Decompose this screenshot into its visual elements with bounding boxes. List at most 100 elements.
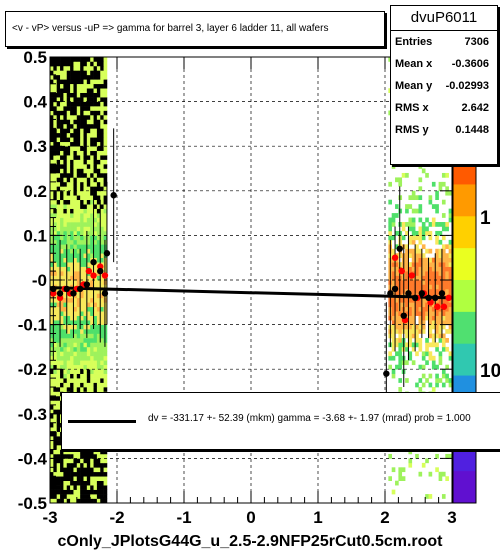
heat-cell: [86, 378, 91, 383]
stats-label: RMS y: [395, 124, 429, 136]
heat-cell: [96, 146, 101, 151]
heat-cell: [408, 306, 413, 312]
heat-cell: [53, 360, 57, 366]
heat-cell: [93, 141, 98, 147]
heat-cell: [56, 164, 61, 169]
heat-cell: [428, 275, 433, 281]
heat-cell: [448, 382, 453, 388]
heat-cell: [86, 177, 91, 183]
heat-cell: [90, 199, 94, 205]
heat-cell: [76, 315, 81, 321]
heat-cell: [438, 239, 443, 245]
heat-cell: [93, 373, 98, 379]
heat-cell: [86, 137, 91, 143]
heat-cell: [438, 306, 443, 312]
heat-cell: [391, 337, 396, 343]
heat-cell: [96, 110, 101, 116]
heat-cell: [435, 364, 439, 370]
heat-cell: [50, 364, 54, 370]
heat-cell: [66, 172, 71, 178]
heat-cell: [66, 382, 71, 388]
heat-cell: [96, 164, 101, 169]
heat-cell: [418, 284, 423, 290]
heat-cell: [103, 61, 108, 67]
heat-cell: [445, 320, 449, 325]
heat-cell: [395, 315, 399, 321]
heat-cell: [408, 266, 413, 272]
heat-cell: [103, 364, 108, 370]
heat-cell: [66, 222, 71, 227]
heat-cell: [76, 222, 81, 227]
heat-cell: [445, 302, 449, 308]
heat-cell: [80, 159, 84, 165]
heat-cell: [418, 262, 423, 267]
heat-cell: [56, 128, 61, 134]
heat-cell: [103, 373, 108, 379]
heat-cell: [56, 453, 61, 459]
heat-cell: [425, 494, 429, 499]
heat-cell: [445, 329, 449, 334]
heat-cell: [70, 253, 74, 258]
heat-cell: [66, 266, 71, 272]
heat-cell: [103, 172, 108, 178]
heat-cell: [408, 248, 413, 254]
heat-cell: [76, 387, 81, 392]
heat-cell: [408, 195, 413, 201]
heat-cell: [408, 324, 413, 330]
heat-cell: [83, 382, 88, 388]
heat-cell: [96, 168, 101, 174]
heat-cell: [90, 226, 94, 232]
heat-cell: [100, 155, 104, 160]
stats-row: Entries 7306: [391, 31, 497, 53]
heat-cell: [96, 355, 101, 361]
heat-cell: [90, 177, 94, 183]
heat-cell: [70, 280, 74, 285]
heat-cell: [50, 132, 54, 138]
heat-cell: [50, 123, 54, 129]
heat-cell: [53, 61, 57, 67]
heat-cell: [411, 342, 416, 348]
heat-cell: [80, 253, 84, 258]
heat-cell: [70, 132, 74, 138]
heat-cell: [415, 280, 419, 285]
heat-cell: [53, 320, 57, 325]
heat-cell: [428, 199, 433, 205]
heat-cell: [425, 217, 429, 223]
heat-cell: [66, 476, 71, 481]
heat-cell: [90, 159, 94, 165]
heat-cell: [53, 177, 57, 183]
heat-cell: [63, 306, 68, 312]
heat-cell: [431, 311, 436, 316]
heat-cell: [56, 61, 61, 67]
heat-cell: [100, 190, 104, 196]
heat-cell: [70, 83, 74, 89]
heat-cell: [83, 257, 88, 263]
heat-cell: [96, 137, 101, 143]
heat-cell: [66, 146, 71, 151]
heat-cell: [50, 137, 54, 143]
heat-cell: [431, 342, 436, 348]
stats-value: 0.1448: [455, 124, 489, 136]
heat-cell: [96, 132, 101, 138]
heat-cell: [90, 128, 94, 134]
heat-cell: [428, 222, 433, 227]
heat-cell: [56, 382, 61, 388]
heat-cell: [80, 337, 84, 343]
heat-cell: [73, 360, 78, 366]
heat-cell: [76, 364, 81, 370]
heat-cell: [73, 471, 78, 477]
heat-cell: [96, 119, 101, 125]
heat-cell: [411, 329, 416, 334]
heat-cell: [76, 181, 81, 187]
heat-cell: [73, 213, 78, 218]
heat-cell: [76, 195, 81, 201]
heat-cell: [428, 315, 433, 321]
heat-cell: [56, 280, 61, 285]
heat-cell: [60, 382, 64, 388]
heat-cell: [435, 257, 439, 263]
heat-cell: [56, 114, 61, 120]
heat-cell: [93, 449, 98, 455]
heat-cell: [96, 74, 101, 80]
heat-cell: [448, 213, 453, 218]
heat-cell: [53, 382, 57, 388]
